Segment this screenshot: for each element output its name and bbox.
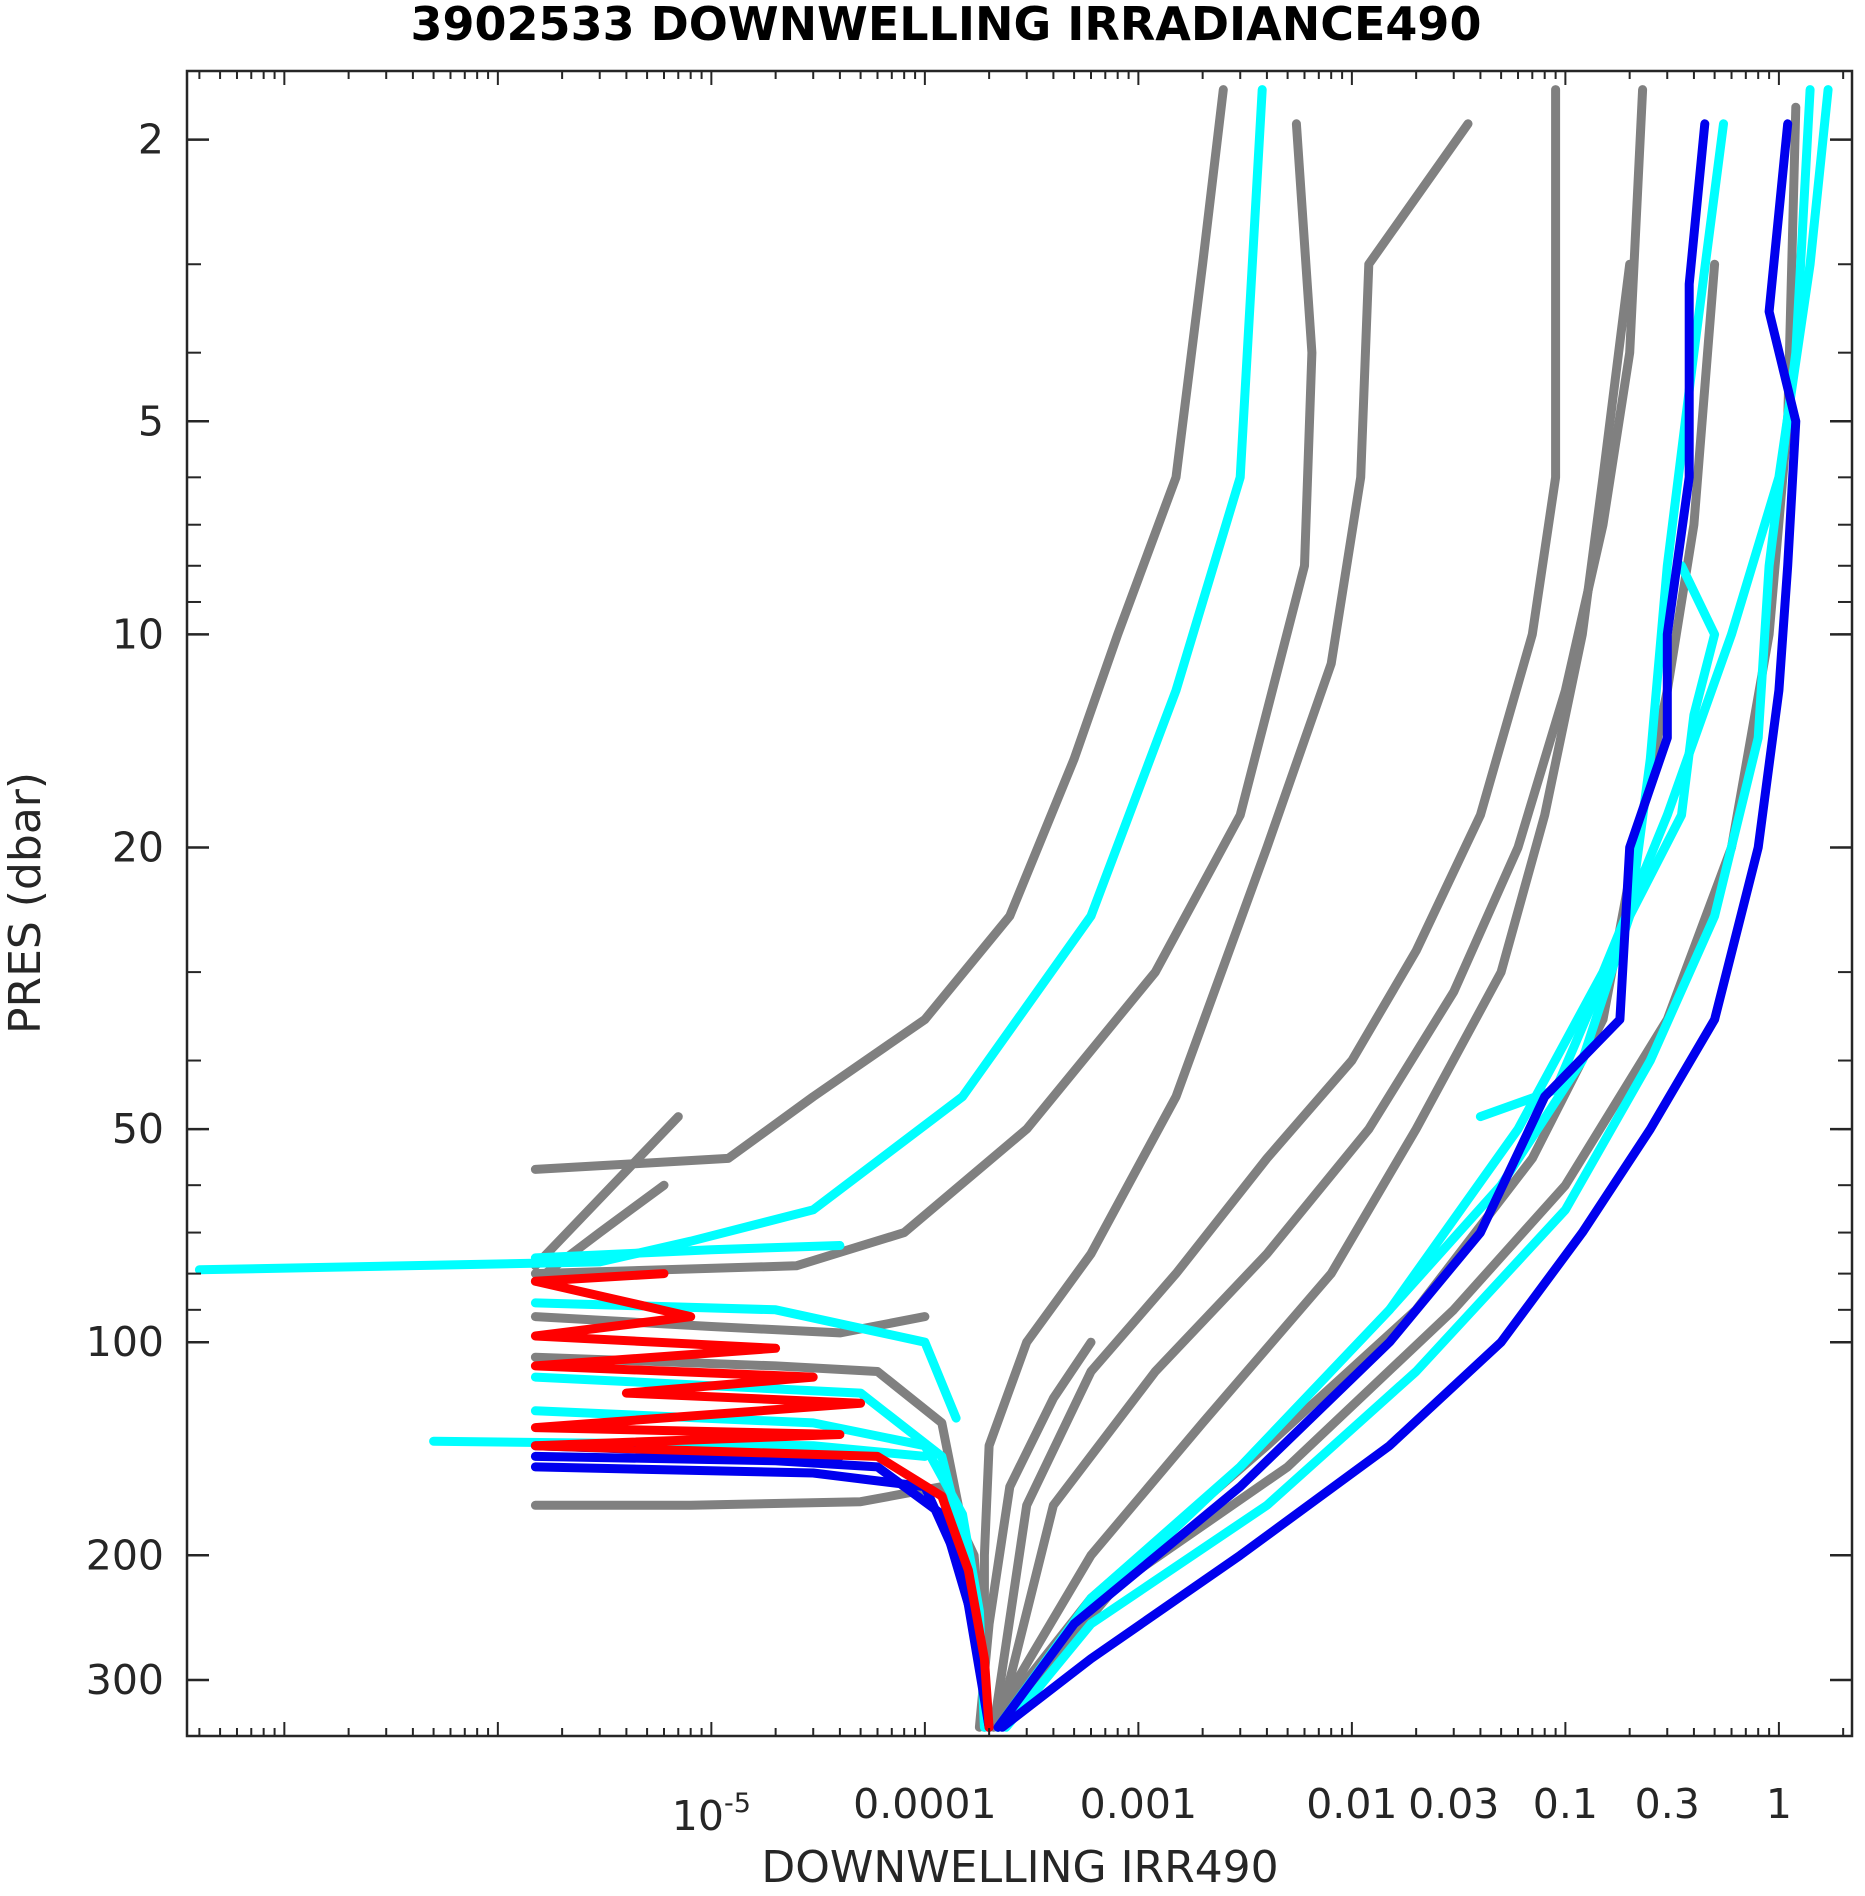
y-axis-label: PRES (dbar) (0, 772, 51, 1034)
series-line-4-gray (979, 119, 1473, 1732)
x-tick-label: 10-5 (672, 1788, 751, 1840)
y-tick-label: 200 (86, 1531, 164, 1579)
x-axis: 10-5 0.0001 0.001 0.01 0.03 0.1 0.3 1 (198, 71, 1845, 1840)
x-tick-label: 0.0001 (853, 1780, 996, 1828)
y-tick-label: 50 (112, 1105, 164, 1153)
series-line-1-gray (530, 85, 1228, 1174)
series-line-7-gray (984, 259, 1635, 1732)
series-line-5-gray (989, 85, 1561, 1732)
y-tick-label: 5 (138, 397, 164, 445)
x-tick-label: 0.03 (1408, 1780, 1499, 1828)
series-line-30-red (530, 1269, 994, 1732)
chart-title: 3902533 DOWNWELLING IRRADIANCE490 (411, 0, 1482, 51)
x-tick-label: 0.001 (1080, 1780, 1197, 1828)
x-tick-label: 0.3 (1635, 1780, 1700, 1828)
y-tick-label: 20 (112, 823, 164, 871)
series-line-23-cyan (1069, 85, 1833, 1629)
series-layer (194, 85, 1833, 1732)
x-tick-label: 0.01 (1306, 1780, 1397, 1828)
series-line-3-gray (530, 119, 1317, 1279)
x-axis-label: DOWNWELLING IRR490 (761, 1842, 1278, 1893)
series-line-12-gray (530, 1112, 683, 1271)
x-tick-label: 0.1 (1533, 1780, 1598, 1828)
series-line-25-blue (993, 119, 1710, 1732)
x-tick-label: 1 (1766, 1780, 1792, 1828)
series-line-13-gray (993, 102, 1801, 1732)
y-axis: 2 5 10 20 50 100 200 300 (86, 116, 1852, 1704)
series-line-19-cyan (530, 1241, 845, 1263)
y-tick-label: 300 (86, 1656, 164, 1704)
y-tick-label: 100 (86, 1318, 164, 1366)
series-line-6-gray (993, 85, 1648, 1732)
series-line-26-blue (997, 119, 1801, 1732)
y-tick-label: 10 (112, 610, 164, 658)
y-tick-label: 2 (138, 116, 164, 164)
